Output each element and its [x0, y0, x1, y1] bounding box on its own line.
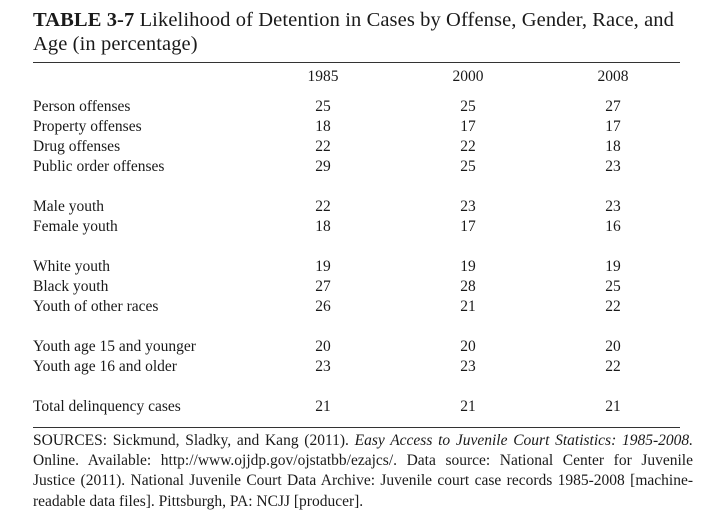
cell-1985: 20: [315, 338, 331, 355]
table-row: Female youth 18 17 16: [33, 217, 680, 237]
table-row: Public order offenses 29 25 23: [33, 157, 680, 177]
table-row: Black youth 27 28 25: [33, 277, 680, 297]
table-row: Male youth 22 23 23: [33, 197, 680, 217]
bottom-rule: [33, 427, 680, 428]
cell-2000: 25: [460, 98, 476, 115]
row-label: Black youth: [33, 278, 109, 295]
cell-1985: 19: [315, 258, 331, 275]
cell-1985: 26: [315, 298, 331, 315]
table-row: Drug offenses 22 22 18: [33, 137, 680, 157]
column-header-2000: 2000: [452, 68, 484, 85]
cell-2000: 17: [460, 118, 476, 135]
gender-group: Male youth 22 23 23 Female youth 18 17 1…: [33, 197, 680, 237]
cell-1985: 18: [315, 118, 331, 135]
cell-2000: 20: [460, 338, 476, 355]
table-row: Total delinquency cases 21 21 21: [33, 397, 680, 417]
row-label: Property offenses: [33, 118, 142, 135]
cell-1985: 22: [315, 198, 331, 215]
row-label: Youth age 16 and older: [33, 358, 177, 375]
table-row: Person offenses 25 25 27: [33, 97, 680, 117]
row-label: White youth: [33, 258, 111, 275]
row-label: Person offenses: [33, 98, 131, 115]
cell-2008: 27: [605, 98, 621, 115]
cell-2000: 23: [460, 358, 476, 375]
cell-1985: 27: [315, 278, 331, 295]
race-group: White youth 19 19 19 Black youth 27 28 2…: [33, 257, 680, 317]
row-label: Female youth: [33, 218, 118, 235]
row-label: Drug offenses: [33, 138, 121, 155]
cell-2000: 21: [460, 298, 476, 315]
cell-2000: 22: [460, 138, 476, 155]
cell-2008: 20: [605, 338, 621, 355]
table-row: White youth 19 19 19: [33, 257, 680, 277]
row-label: Youth age 15 and younger: [33, 338, 196, 355]
sources-italic-title: Easy Access to Juvenile Court Statistics…: [354, 432, 693, 449]
row-label: Total delinquency cases: [33, 398, 181, 415]
column-header-2008: 2008: [597, 68, 629, 85]
cell-2000: 23: [460, 198, 476, 215]
cell-2008: 19: [605, 258, 621, 275]
offense-group: Person offenses 25 25 27 Property offens…: [33, 97, 680, 177]
cell-2008: 23: [605, 158, 621, 175]
table-title: TABLE 3-7 Likelihood of Detention in Cas…: [33, 8, 693, 56]
top-rule: [33, 62, 680, 63]
column-header-1985: 1985: [307, 68, 339, 85]
total-group: Total delinquency cases 21 21 21: [33, 397, 680, 417]
row-label: Public order offenses: [33, 158, 165, 175]
sources-suffix: Online. Available: http://www.ojjdp.gov/…: [33, 452, 693, 510]
table-row: Property offenses 18 17 17: [33, 117, 680, 137]
cell-2008: 25: [605, 278, 621, 295]
table-row: Youth age 16 and older 23 23 22: [33, 357, 680, 377]
table-caption: Likelihood of Detention in Cases by Offe…: [33, 9, 674, 55]
sources-prefix: SOURCES: Sickmund, Sladky, and Kang (201…: [33, 432, 349, 449]
table-row: Youth age 15 and younger 20 20 20: [33, 337, 680, 357]
cell-2008: 22: [605, 298, 621, 315]
cell-1985: 18: [315, 218, 331, 235]
cell-1985: 25: [315, 98, 331, 115]
cell-2000: 17: [460, 218, 476, 235]
cell-2008: 21: [605, 398, 621, 415]
cell-2000: 25: [460, 158, 476, 175]
cell-2008: 17: [605, 118, 621, 135]
cell-2000: 21: [460, 398, 476, 415]
cell-2000: 19: [460, 258, 476, 275]
cell-1985: 23: [315, 358, 331, 375]
cell-2008: 16: [605, 218, 621, 235]
row-label: Youth of other races: [33, 298, 159, 315]
sources-note: SOURCES: Sickmund, Sladky, and Kang (201…: [33, 431, 693, 512]
age-group: Youth age 15 and younger 20 20 20 Youth …: [33, 337, 680, 377]
cell-2000: 28: [460, 278, 476, 295]
cell-1985: 21: [315, 398, 331, 415]
cell-1985: 29: [315, 158, 331, 175]
cell-2008: 22: [605, 358, 621, 375]
table-number: TABLE 3-7: [33, 9, 135, 31]
cell-1985: 22: [315, 138, 331, 155]
table-row: Youth of other races 26 21 22: [33, 297, 680, 317]
cell-2008: 18: [605, 138, 621, 155]
cell-2008: 23: [605, 198, 621, 215]
row-label: Male youth: [33, 198, 105, 215]
